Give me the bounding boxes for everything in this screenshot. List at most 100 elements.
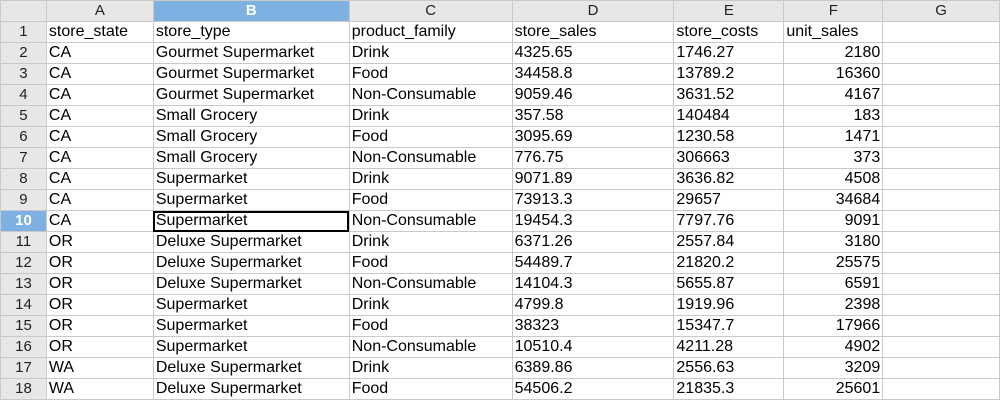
empty-cell[interactable] xyxy=(882,147,1000,169)
table-cell[interactable]: 1919.96 xyxy=(673,294,785,316)
table-cell[interactable]: 10510.4 xyxy=(511,336,675,358)
table-cell[interactable]: Small Grocery xyxy=(152,105,350,127)
empty-cell[interactable] xyxy=(882,315,1000,337)
table-cell[interactable]: 34458.8 xyxy=(511,63,675,85)
column-header-d[interactable]: D xyxy=(511,0,675,22)
row-header-15[interactable]: 15 xyxy=(0,315,47,337)
row-header-6[interactable]: 6 xyxy=(0,126,47,148)
table-cell[interactable]: 2557.84 xyxy=(673,231,785,253)
table-cell[interactable]: 1471 xyxy=(783,126,884,148)
empty-cell[interactable] xyxy=(882,336,1000,358)
table-cell[interactable]: Deluxe Supermarket xyxy=(152,231,350,253)
empty-cell[interactable] xyxy=(882,252,1000,274)
table-cell[interactable]: OR xyxy=(45,336,154,358)
row-header-12[interactable]: 12 xyxy=(0,252,47,274)
table-cell[interactable]: 14104.3 xyxy=(511,273,675,295)
table-cell[interactable]: 54489.7 xyxy=(511,252,675,274)
column-header-b[interactable]: B xyxy=(152,0,350,22)
header-cell-store-type[interactable]: store_type xyxy=(152,21,350,43)
row-header-13[interactable]: 13 xyxy=(0,273,47,295)
table-cell[interactable]: 19454.3 xyxy=(511,210,675,232)
header-cell-unit-sales[interactable]: unit_sales xyxy=(783,21,884,43)
row-header-3[interactable]: 3 xyxy=(0,63,47,85)
table-cell[interactable]: 17966 xyxy=(783,315,884,337)
table-cell[interactable]: 9071.89 xyxy=(511,168,675,190)
table-cell[interactable]: 4902 xyxy=(783,336,884,358)
table-cell[interactable]: CA xyxy=(45,147,154,169)
empty-cell[interactable] xyxy=(882,210,1000,232)
table-cell[interactable]: 34684 xyxy=(783,189,884,211)
table-cell[interactable]: 38323 xyxy=(511,315,675,337)
table-cell[interactable]: Food xyxy=(348,189,513,211)
table-cell[interactable]: Supermarket xyxy=(152,294,350,316)
table-cell[interactable]: 357.58 xyxy=(511,105,675,127)
row-header-7[interactable]: 7 xyxy=(0,147,47,169)
header-cell-store-state[interactable]: store_state xyxy=(45,21,154,43)
table-cell[interactable]: 3636.82 xyxy=(673,168,785,190)
table-cell[interactable]: 1746.27 xyxy=(673,42,785,64)
table-cell[interactable]: OR xyxy=(45,315,154,337)
table-cell[interactable]: CA xyxy=(45,168,154,190)
empty-cell[interactable] xyxy=(882,294,1000,316)
header-cell-product-family[interactable]: product_family xyxy=(348,21,513,43)
table-cell[interactable]: Drink xyxy=(348,168,513,190)
table-cell[interactable]: 29657 xyxy=(673,189,785,211)
empty-cell[interactable] xyxy=(882,21,1000,43)
table-cell[interactable]: OR xyxy=(45,273,154,295)
table-cell[interactable]: CA xyxy=(45,105,154,127)
table-cell[interactable]: 3095.69 xyxy=(511,126,675,148)
table-cell[interactable]: 6591 xyxy=(783,273,884,295)
table-cell[interactable]: Deluxe Supermarket xyxy=(152,273,350,295)
header-cell-store-sales[interactable]: store_sales xyxy=(511,21,675,43)
table-cell[interactable]: Non-Consumable xyxy=(348,84,513,106)
table-cell[interactable]: 4325.65 xyxy=(511,42,675,64)
table-cell[interactable]: 183 xyxy=(783,105,884,127)
table-cell[interactable]: 3631.52 xyxy=(673,84,785,106)
column-header-a[interactable]: A xyxy=(45,0,154,22)
table-cell[interactable]: Gourmet Supermarket xyxy=(152,42,350,64)
table-cell[interactable]: Non-Consumable xyxy=(348,210,513,232)
table-cell[interactable]: 9059.46 xyxy=(511,84,675,106)
table-cell[interactable]: 73913.3 xyxy=(511,189,675,211)
table-cell[interactable]: Drink xyxy=(348,357,513,379)
table-cell[interactable]: 21820.2 xyxy=(673,252,785,274)
table-cell[interactable]: Food xyxy=(348,315,513,337)
table-cell[interactable]: 13789.2 xyxy=(673,63,785,85)
table-cell[interactable]: OR xyxy=(45,252,154,274)
table-cell[interactable]: 6389.86 xyxy=(511,357,675,379)
table-cell[interactable]: Non-Consumable xyxy=(348,273,513,295)
table-cell[interactable]: 6371.26 xyxy=(511,231,675,253)
table-cell[interactable]: Gourmet Supermarket xyxy=(152,63,350,85)
table-cell[interactable]: Food xyxy=(348,63,513,85)
table-cell[interactable]: Gourmet Supermarket xyxy=(152,84,350,106)
table-cell[interactable]: Supermarket xyxy=(152,168,350,190)
table-cell[interactable]: Drink xyxy=(348,231,513,253)
table-cell[interactable]: Small Grocery xyxy=(152,147,350,169)
table-cell[interactable]: 2556.63 xyxy=(673,357,785,379)
empty-cell[interactable] xyxy=(882,231,1000,253)
row-header-14[interactable]: 14 xyxy=(0,294,47,316)
column-header-e[interactable]: E xyxy=(673,0,785,22)
empty-cell[interactable] xyxy=(882,273,1000,295)
row-header-10[interactable]: 10 xyxy=(0,210,47,232)
table-cell[interactable]: 9091 xyxy=(783,210,884,232)
table-cell[interactable]: Small Grocery xyxy=(152,126,350,148)
table-cell[interactable]: 15347.7 xyxy=(673,315,785,337)
table-cell[interactable]: Supermarket xyxy=(152,336,350,358)
empty-cell[interactable] xyxy=(882,378,1000,400)
table-cell[interactable]: 4167 xyxy=(783,84,884,106)
empty-cell[interactable] xyxy=(882,126,1000,148)
row-header-4[interactable]: 4 xyxy=(0,84,47,106)
row-header-8[interactable]: 8 xyxy=(0,168,47,190)
empty-cell[interactable] xyxy=(882,357,1000,379)
table-cell[interactable]: CA xyxy=(45,126,154,148)
row-header-2[interactable]: 2 xyxy=(0,42,47,64)
table-cell[interactable]: 1230.58 xyxy=(673,126,785,148)
table-cell[interactable]: OR xyxy=(45,231,154,253)
column-header-f[interactable]: F xyxy=(783,0,884,22)
table-cell[interactable]: 2180 xyxy=(783,42,884,64)
table-cell[interactable]: CA xyxy=(45,189,154,211)
table-cell[interactable]: CA xyxy=(45,42,154,64)
table-cell[interactable]: 5655.87 xyxy=(673,273,785,295)
header-cell-store-costs[interactable]: store_costs xyxy=(673,21,785,43)
